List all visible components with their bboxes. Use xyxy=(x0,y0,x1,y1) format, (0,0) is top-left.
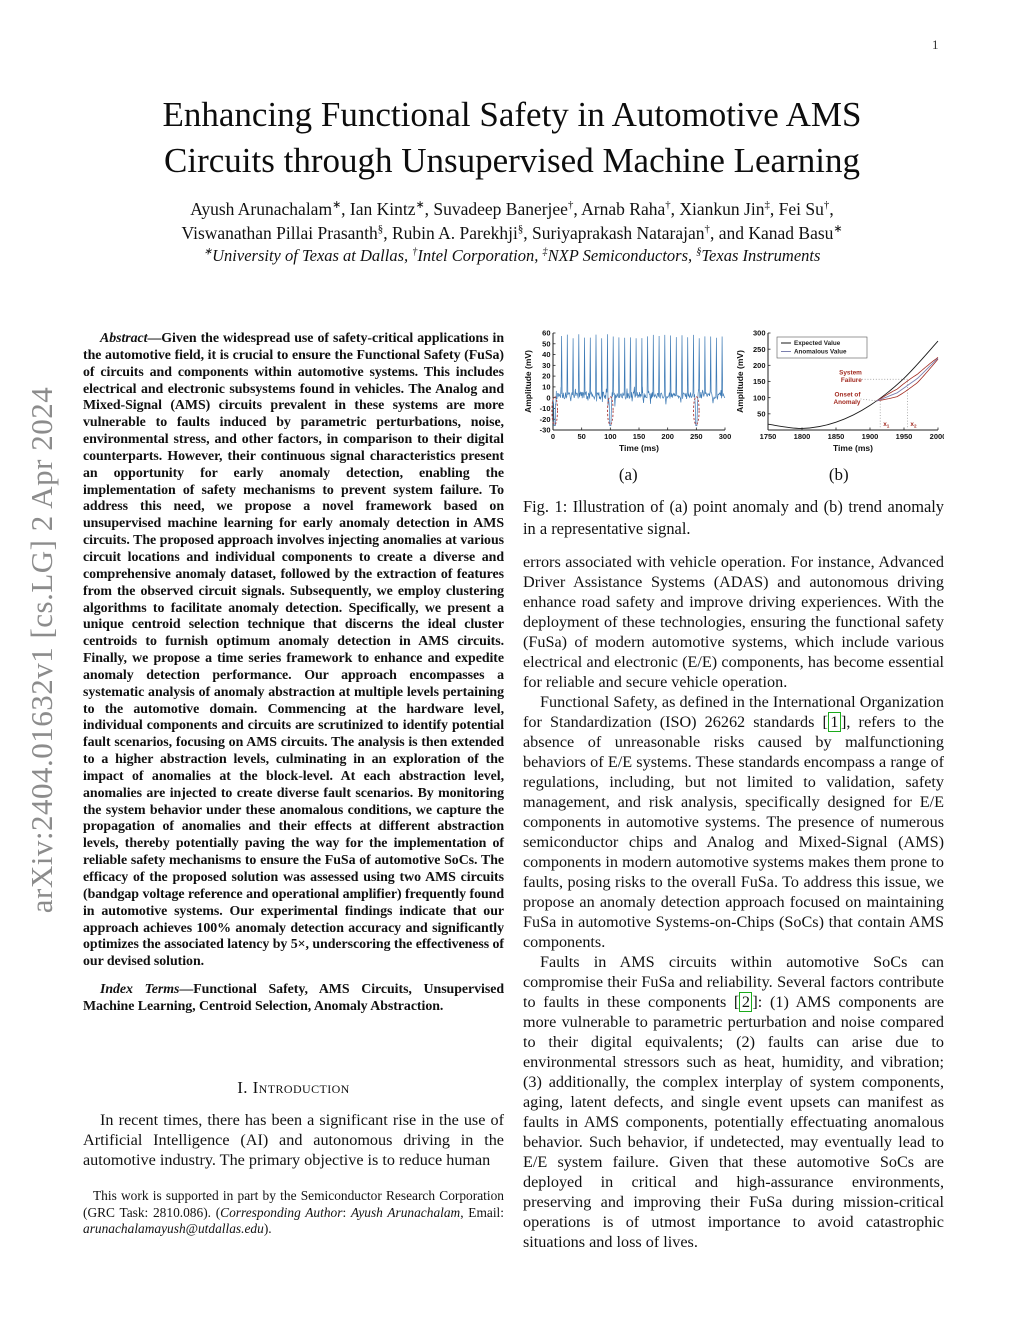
svg-text:30: 30 xyxy=(542,361,550,370)
figure1-label-b: (b) xyxy=(828,465,849,484)
svg-text:1800: 1800 xyxy=(794,432,811,441)
svg-text:x2: x2 xyxy=(910,421,917,429)
svg-text:100: 100 xyxy=(753,393,766,402)
svg-text:1900: 1900 xyxy=(862,432,879,441)
index-terms-label: Index Terms xyxy=(100,982,180,998)
svg-text:-20: -20 xyxy=(540,415,551,424)
svg-text:60: 60 xyxy=(542,329,550,338)
svg-text:50: 50 xyxy=(577,432,585,441)
svg-text:x1: x1 xyxy=(883,421,890,429)
abstract-text: —Given the widespread use of safety-crit… xyxy=(83,331,504,970)
paragraph-continuation: errors associated with vehicle operation… xyxy=(523,553,944,691)
arxiv-watermark: arXiv:2404.01632v1 [cs.LG] 2 Apr 2024 xyxy=(24,386,59,914)
svg-text:150: 150 xyxy=(753,377,766,386)
svg-text:50: 50 xyxy=(757,409,765,418)
figure1-charts-row: -30 -20 -10 0 10 20 30 40 50 60 0 50 100 150 200 250 300… xyxy=(523,326,944,463)
svg-text:300: 300 xyxy=(753,329,766,338)
svg-text:20: 20 xyxy=(542,372,550,381)
citation-link[interactable]: 1 xyxy=(827,712,841,732)
svg-text:Amplitude (mV): Amplitude (mV) xyxy=(523,350,533,413)
svg-text:Anomalous Value: Anomalous Value xyxy=(794,349,847,356)
svg-text:200: 200 xyxy=(753,361,766,370)
figure1-label-a: (a) xyxy=(618,465,638,484)
svg-text:Anomaly: Anomaly xyxy=(833,399,860,406)
svg-text:250: 250 xyxy=(753,345,766,354)
svg-text:Expected Value: Expected Value xyxy=(794,340,841,347)
paper-header: Enhancing Functional Safety in Automotiv… xyxy=(0,92,1024,266)
paper-title-line1: Enhancing Functional Safety in Automotiv… xyxy=(162,95,862,134)
affiliations: ∗University of Texas at Dallas, †Intel C… xyxy=(203,246,821,265)
author-line-2: Viswanathan Pillai Prasanth§, Rubin A. P… xyxy=(181,223,843,243)
svg-text:-10: -10 xyxy=(540,404,551,413)
introduction-section: I. Introduction In recent times, there h… xyxy=(83,1078,504,1170)
svg-text:1750: 1750 xyxy=(760,432,777,441)
svg-text:-30: -30 xyxy=(540,426,551,435)
right-column-text: errors associated with vehicle operation… xyxy=(523,552,944,1252)
svg-text:0: 0 xyxy=(551,432,555,441)
index-terms-text: —Functional Safety, AMS Circuits, Unsupe… xyxy=(83,982,504,1014)
svg-text:10: 10 xyxy=(542,382,550,391)
footnote: This work is supported in part by the Se… xyxy=(83,1188,504,1237)
svg-text:100: 100 xyxy=(604,432,617,441)
citation-link[interactable]: 2 xyxy=(739,992,753,1012)
paper-title-line2: Circuits through Unsupervised Machine Le… xyxy=(164,141,860,180)
svg-text:Failure: Failure xyxy=(841,377,862,384)
svg-text:0: 0 xyxy=(546,393,550,402)
introduction-paragraph: In recent times, there has been a signif… xyxy=(83,1111,504,1169)
svg-text:40: 40 xyxy=(542,350,550,359)
section-heading-introduction: I. Introduction xyxy=(237,1078,350,1097)
svg-text:50: 50 xyxy=(542,339,550,348)
page-number: 1 xyxy=(932,37,939,52)
svg-text:Onset of: Onset of xyxy=(835,392,862,399)
svg-text:Time (ms): Time (ms) xyxy=(833,443,873,453)
figure1-chart-b: 50 100 150 200 250 300 1750 1800 1850 1900 1950 200… xyxy=(735,329,944,453)
figure-1: -30 -20 -10 0 10 20 30 40 50 60 0 50 100 150 200 250 300… xyxy=(523,326,944,539)
paragraph-functional-safety: Functional Safety, as defined in the Int… xyxy=(523,693,944,951)
svg-text:2000: 2000 xyxy=(930,432,944,441)
figure1-caption: Fig. 1: Illustration of (a) point anomal… xyxy=(523,497,944,538)
author-list: Ayush Arunachalam∗, Ian Kintz∗, Suvadeep… xyxy=(0,197,1024,245)
paper-title: Enhancing Functional Safety in Automotiv… xyxy=(0,92,1024,184)
svg-text:System: System xyxy=(839,369,862,376)
svg-text:250: 250 xyxy=(690,432,703,441)
author-line-1: Ayush Arunachalam∗, Ian Kintz∗, Suvadeep… xyxy=(190,199,834,219)
abstract-label: Abstract xyxy=(100,331,148,346)
paragraph-faults: Faults in AMS circuits within automotive… xyxy=(523,953,944,1251)
left-column-top: Abstract—Given the widespread use of saf… xyxy=(83,331,504,1016)
svg-text:1850: 1850 xyxy=(828,432,845,441)
svg-text:1950: 1950 xyxy=(896,432,913,441)
abstract-paragraph: Abstract—Given the widespread use of saf… xyxy=(83,331,504,971)
svg-text:Amplitude (mV): Amplitude (mV) xyxy=(735,350,745,413)
svg-text:200: 200 xyxy=(661,432,674,441)
svg-text:300: 300 xyxy=(719,432,732,441)
index-terms-paragraph: Index Terms—Functional Safety, AMS Circu… xyxy=(83,982,504,1016)
figure1-subplot-labels: (a) (b) xyxy=(523,465,944,485)
svg-text:150: 150 xyxy=(633,432,646,441)
svg-text:Time (ms): Time (ms) xyxy=(619,443,659,453)
